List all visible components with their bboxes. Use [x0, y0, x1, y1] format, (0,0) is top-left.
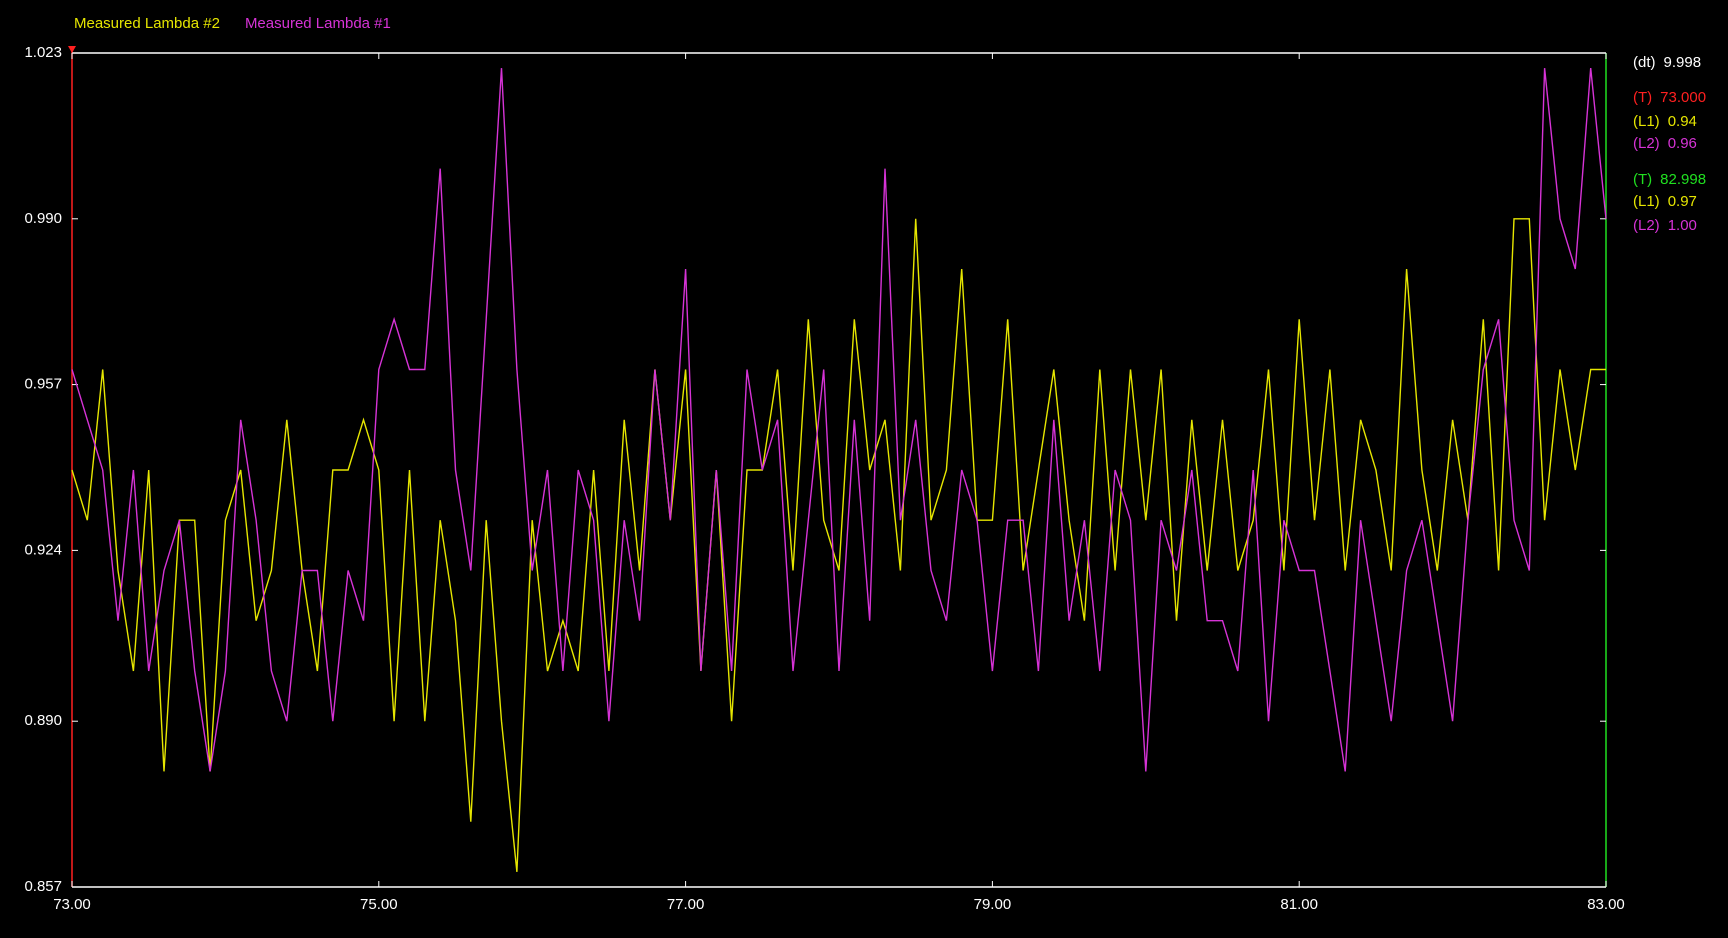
x-tick-label: 79.00	[974, 896, 1012, 913]
readout-value: 0.96	[1668, 135, 1697, 152]
legend-entry: Measured Lambda #1	[245, 15, 391, 32]
readout-value: 0.97	[1668, 193, 1697, 210]
readout-label: (T)	[1633, 171, 1652, 188]
x-tick-label: 75.00	[360, 896, 398, 913]
readout-value: 82.998	[1660, 171, 1706, 188]
y-tick-label: 0.857	[24, 878, 62, 895]
readout-label: (L2)	[1633, 135, 1660, 152]
x-tick-label: 81.00	[1280, 896, 1318, 913]
readout-label: (L1)	[1633, 113, 1660, 130]
readout-value: 73.000	[1660, 89, 1706, 106]
readout-label: (dt)	[1633, 54, 1656, 71]
y-tick-label: 0.924	[24, 541, 62, 558]
x-tick-label: 73.00	[53, 896, 91, 913]
y-tick-label: 0.957	[24, 376, 62, 393]
cursor-marker	[68, 46, 76, 53]
readout-label: (L2)	[1633, 217, 1660, 234]
x-tick-label: 77.00	[667, 896, 705, 913]
readout-label: (T)	[1633, 89, 1652, 106]
y-tick-label: 1.023	[24, 44, 62, 61]
readout-value: 0.94	[1668, 113, 1697, 130]
readout-label: (L1)	[1633, 193, 1660, 210]
series-line	[71, 218, 1606, 872]
legend-entry: Measured Lambda #2	[74, 15, 220, 32]
x-tick-label: 83.00	[1587, 896, 1625, 913]
readout-value: 9.998	[1664, 54, 1702, 71]
y-tick-label: 0.890	[24, 712, 62, 729]
readout-value: 1.00	[1668, 217, 1697, 234]
series-line	[71, 68, 1607, 772]
y-tick-label: 0.990	[24, 210, 62, 227]
